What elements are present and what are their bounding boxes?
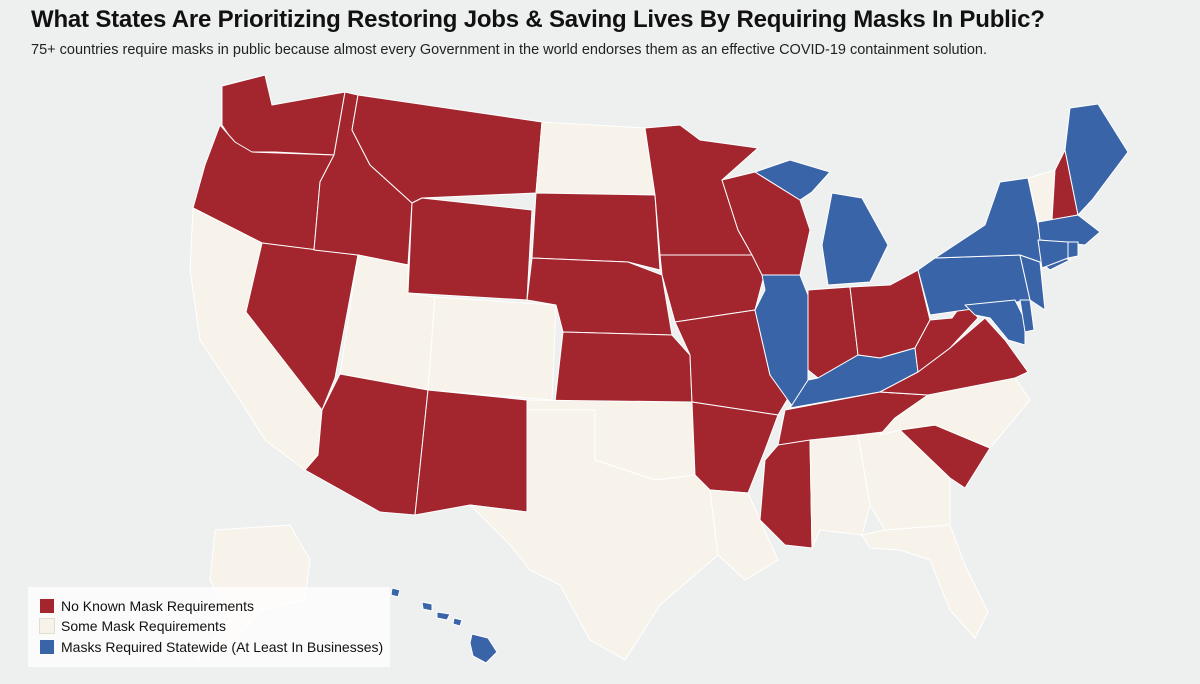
legend-label: No Known Mask Requirements: [61, 598, 254, 614]
state-de[interactable]: [1019, 299, 1035, 333]
map-subtitle: 75+ countries require masks in public be…: [31, 42, 988, 58]
state-nm[interactable]: [414, 389, 528, 516]
state-sd[interactable]: [531, 192, 661, 271]
legend-item-required: Masks Required Statewide (At Least In Bu…: [40, 639, 383, 655]
legend-swatch: [40, 640, 54, 654]
state-me[interactable]: [1064, 103, 1129, 216]
legend-swatch: [39, 618, 55, 634]
legend: No Known Mask Requirements Some Mask Req…: [28, 587, 390, 667]
legend-label: Some Mask Requirements: [61, 618, 226, 634]
state-co[interactable]: [427, 296, 557, 401]
state-wa[interactable]: [221, 74, 346, 156]
state-ri[interactable]: [1067, 241, 1079, 259]
state-tx[interactable]: [469, 409, 719, 661]
legend-swatch: [40, 599, 54, 613]
state-mi[interactable]: [821, 192, 889, 286]
state-mi-up[interactable]: [754, 159, 831, 201]
state-ks[interactable]: [554, 331, 693, 403]
state-hi[interactable]: [390, 587, 498, 664]
state-fl[interactable]: [861, 524, 989, 639]
state-la[interactable]: [709, 489, 779, 581]
state-wy[interactable]: [407, 197, 533, 301]
state-ma[interactable]: [1037, 214, 1101, 246]
legend-label: Masks Required Statewide (At Least In Bu…: [61, 639, 384, 655]
state-md[interactable]: [964, 299, 1026, 346]
legend-item-none: No Known Mask Requirements: [40, 598, 254, 614]
state-ms[interactable]: [759, 439, 813, 549]
map-title: What States Are Prioritizing Restoring J…: [31, 6, 1045, 33]
legend-item-some: Some Mask Requirements: [39, 618, 226, 634]
state-nd[interactable]: [535, 121, 656, 196]
